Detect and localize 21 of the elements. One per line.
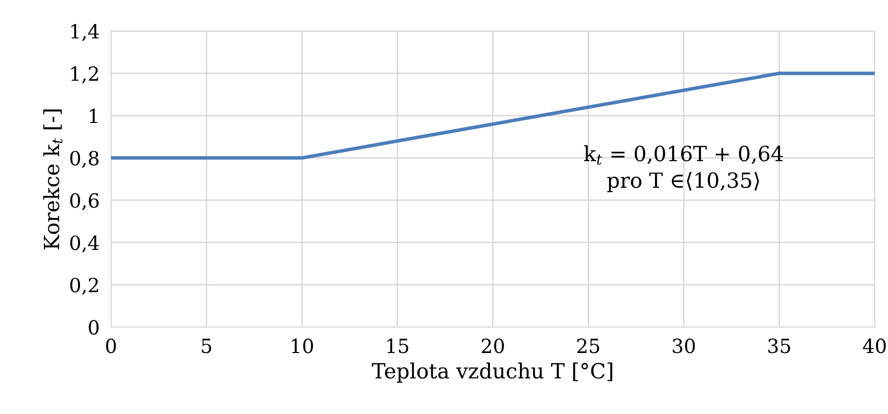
y-tick-label: 1,2 bbox=[71, 66, 98, 84]
x-tick-label: 5 bbox=[202, 338, 212, 354]
x-tick-label: 10 bbox=[292, 338, 313, 354]
y-tick-label: 0 bbox=[88, 320, 99, 335]
x-axis-title: Teplota vzduchu T [°C] bbox=[372, 362, 612, 383]
annotation: k$_{t}$ = 0,016T + 0,64 bbox=[584, 145, 783, 165]
y-tick-label: 1 bbox=[90, 108, 98, 124]
x-tick-label: 20 bbox=[482, 338, 504, 354]
x-tick-label: 15 bbox=[387, 338, 408, 354]
x-tick-label: 40 bbox=[862, 338, 886, 354]
y-tick-label: 1,4 bbox=[71, 24, 99, 42]
y-tick-label: 0,6 bbox=[70, 193, 99, 210]
y-tick-label: 0,2 bbox=[70, 278, 98, 295]
x-tick-label: 35 bbox=[768, 338, 790, 354]
x-tick-label: 0 bbox=[106, 338, 116, 354]
y-tick-label: 0,8 bbox=[70, 150, 99, 168]
y-axis-title: Korekce k$_{t}$ [-] bbox=[43, 110, 63, 250]
annotation: pro T ∈⟨10,35⟩ bbox=[607, 172, 760, 192]
x-tick-label: 25 bbox=[577, 338, 600, 354]
y-tick-label: 0,4 bbox=[70, 235, 99, 253]
x-tick-label: 30 bbox=[672, 338, 695, 354]
